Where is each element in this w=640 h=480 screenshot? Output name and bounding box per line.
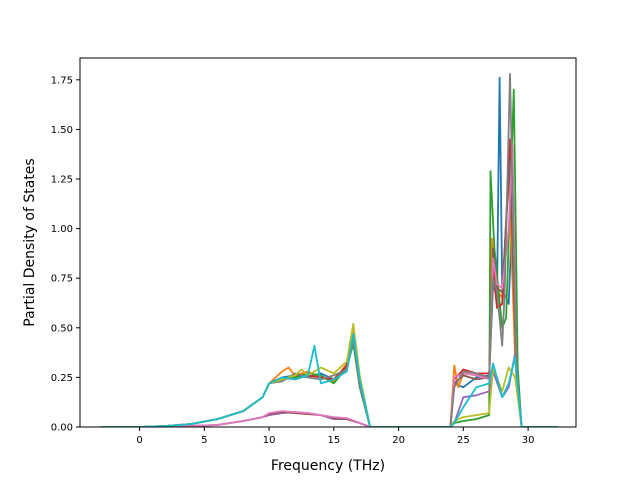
x-tick-label: 15 — [327, 435, 340, 446]
y-tick-label: 0.00 — [51, 423, 73, 434]
y-tick-label: 1.00 — [51, 224, 73, 235]
x-tick-label: 30 — [522, 435, 535, 446]
series-line-10 — [100, 332, 558, 427]
x-tick-label: 10 — [263, 435, 276, 446]
y-tick-label: 0.75 — [51, 274, 73, 285]
y-axis-label: Partial Density of States — [22, 158, 38, 326]
y-tick-label: 0.50 — [51, 323, 73, 334]
y-tick-label: 1.75 — [51, 75, 73, 86]
x-axis: 0 5 10 15 20 25 30 — [136, 427, 534, 446]
y-tick-label: 1.50 — [51, 125, 73, 136]
x-tick-label: 5 — [201, 435, 207, 446]
y-tick-label: 0.25 — [51, 373, 73, 384]
x-axis-label: Frequency (THz) — [271, 458, 385, 474]
y-tick-label: 1.25 — [51, 175, 73, 186]
x-tick-label: 20 — [392, 435, 405, 446]
x-tick-label: 25 — [457, 435, 470, 446]
plot-lines — [100, 73, 558, 427]
y-axis: 0.00 0.25 0.50 0.75 1.00 1.25 1.50 1.75 — [51, 75, 80, 434]
x-tick-label: 0 — [136, 435, 142, 446]
plot-frame — [79, 57, 577, 428]
